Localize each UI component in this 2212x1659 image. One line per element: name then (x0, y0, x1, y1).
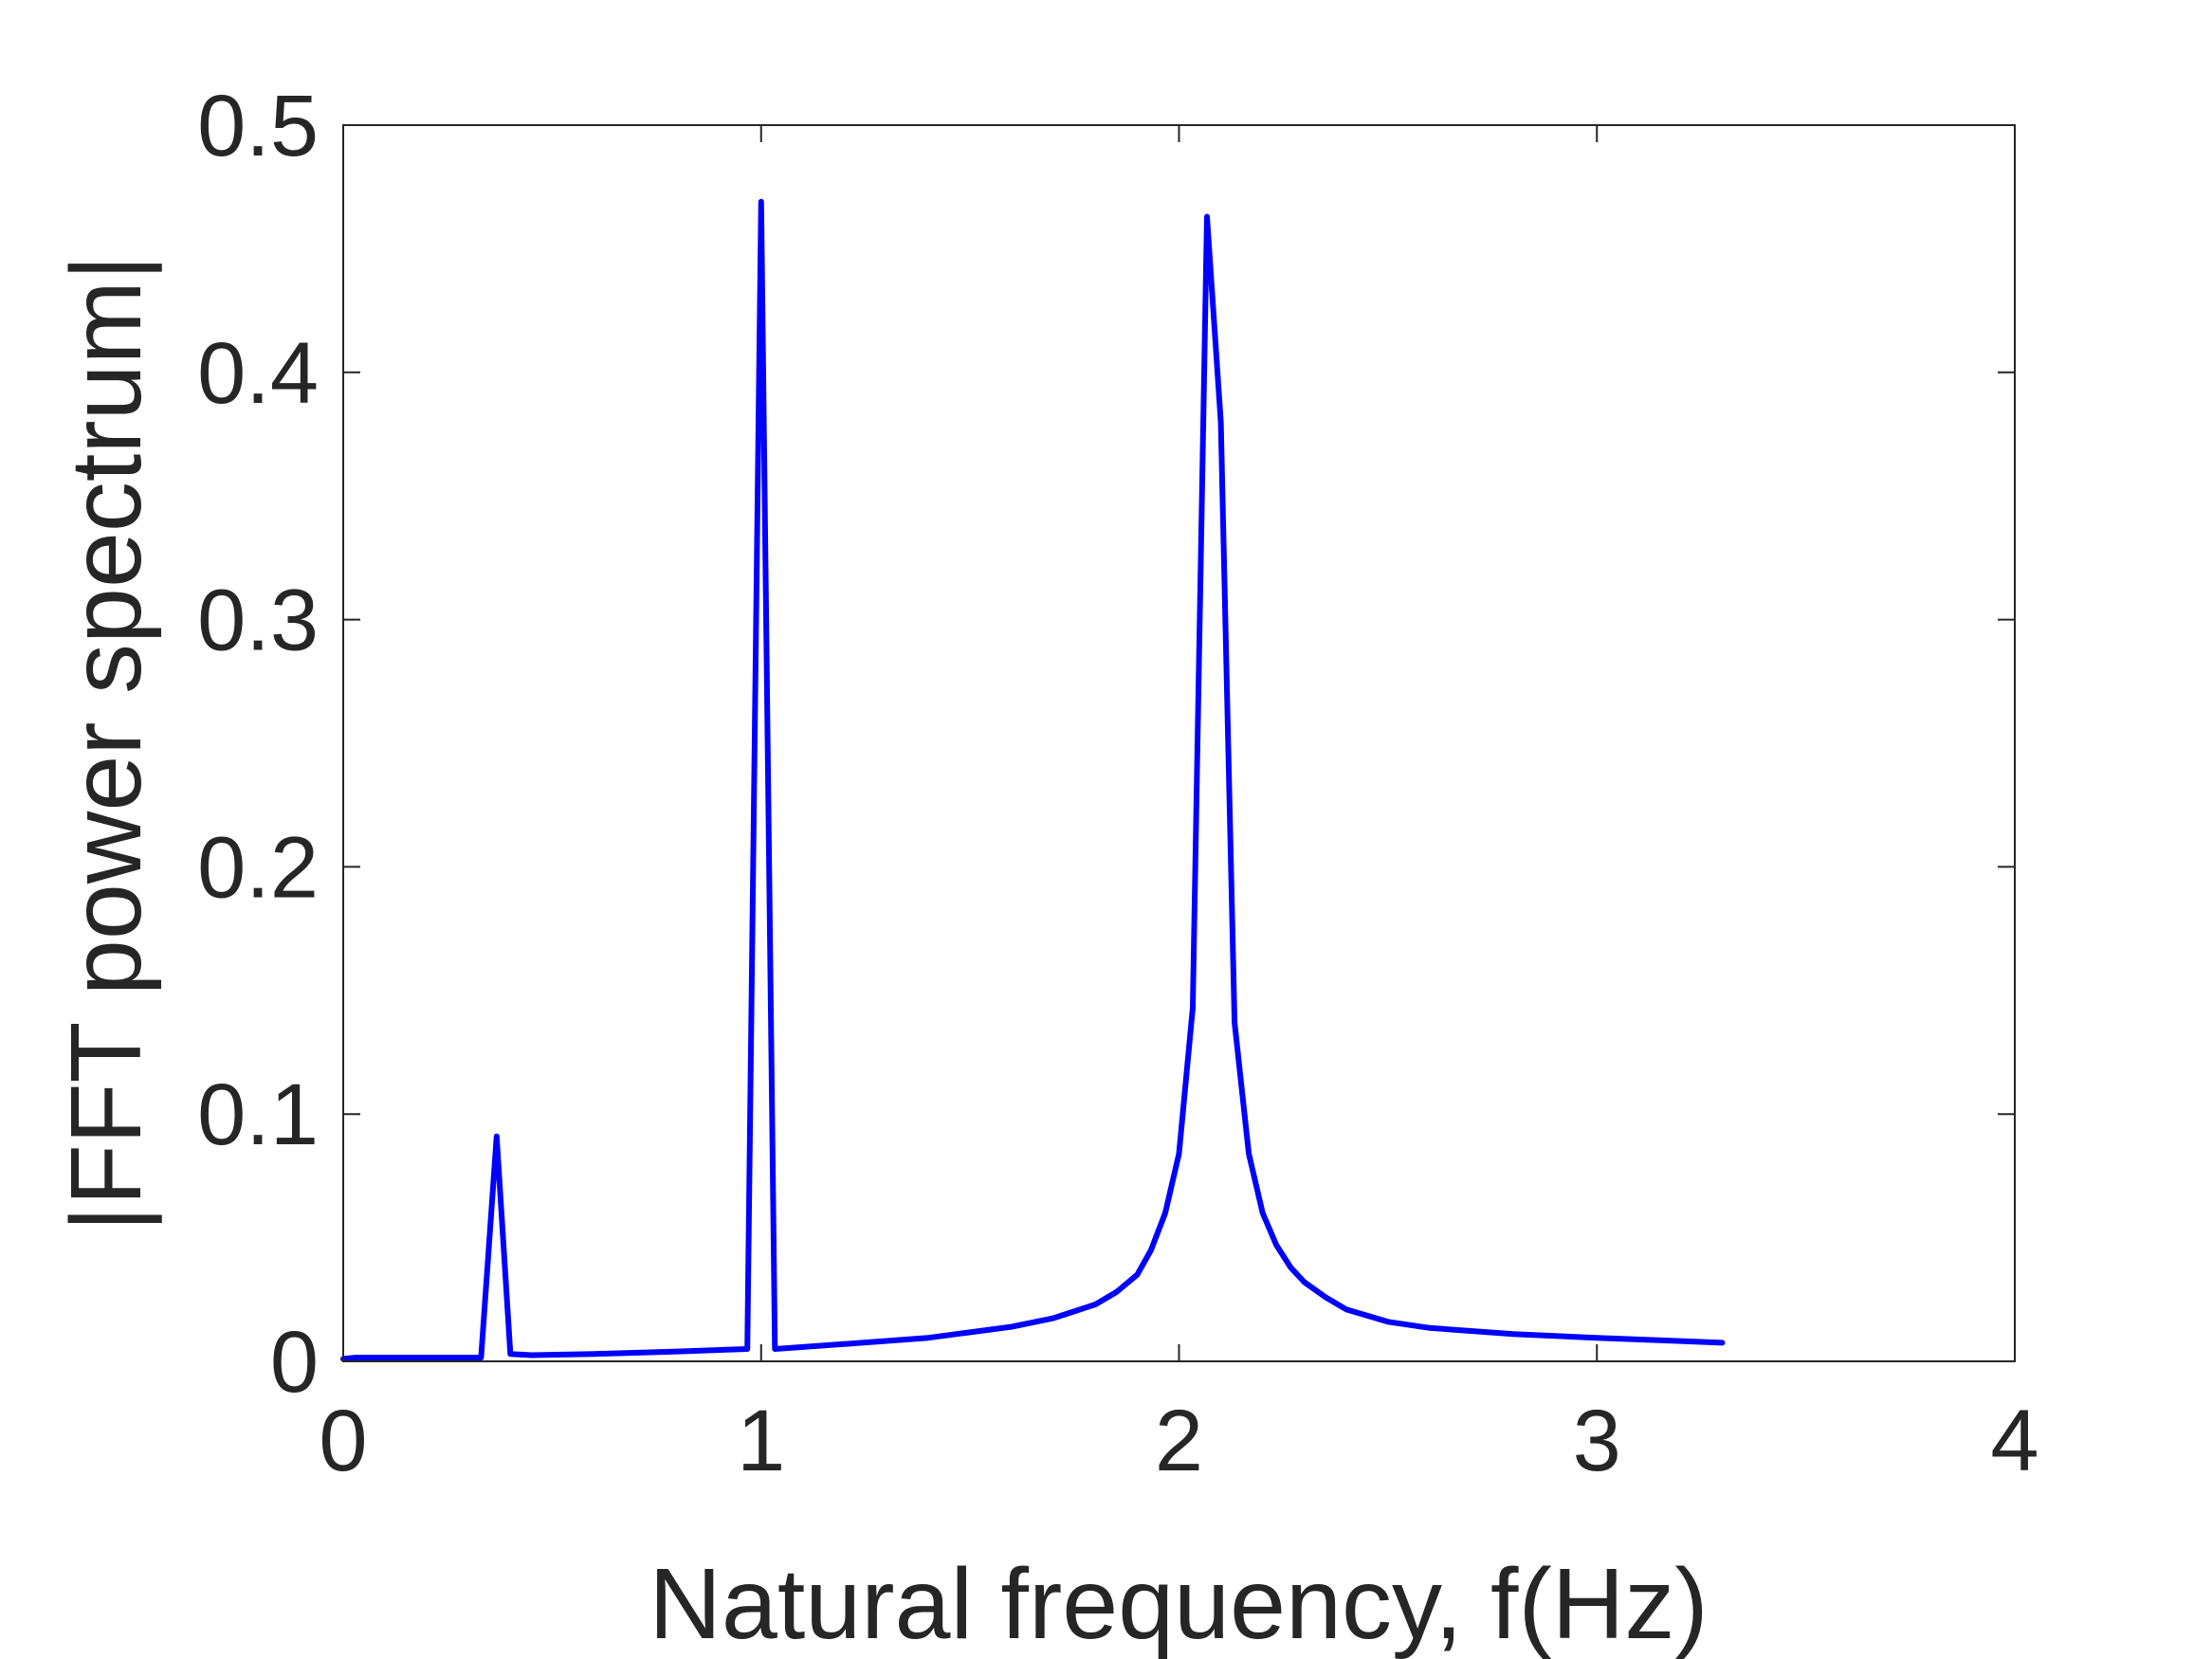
y-tick-label: 0.4 (197, 325, 319, 422)
y-tick-label: 0.1 (197, 1066, 319, 1163)
axes-box (342, 124, 2016, 1362)
plot-background (343, 125, 2015, 1361)
x-tick-label: 0 (319, 1393, 367, 1489)
y-tick-label: 0 (270, 1314, 319, 1411)
x-tick-label: 1 (737, 1393, 785, 1489)
x-axis-label: Natural frequency, f(Hz) (649, 1548, 1708, 1659)
x-tick-labels: 0 1 2 3 4 (319, 1393, 2038, 1489)
y-tick-label: 0.5 (197, 78, 319, 174)
x-tick-label: 2 (1155, 1393, 1203, 1489)
series-line (340, 198, 1726, 1362)
series-layer (340, 198, 1726, 1362)
y-axis-label: |FFT power spectrum| (50, 255, 162, 1232)
x-tick-label: 4 (1990, 1393, 2038, 1489)
x-tick-label: 3 (1573, 1393, 1621, 1489)
y-tick-labels: 0 0.1 0.2 0.3 0.4 0.5 (197, 78, 319, 1411)
y-tick-label: 0.3 (197, 573, 319, 669)
y-tick-label: 0.2 (197, 819, 319, 916)
